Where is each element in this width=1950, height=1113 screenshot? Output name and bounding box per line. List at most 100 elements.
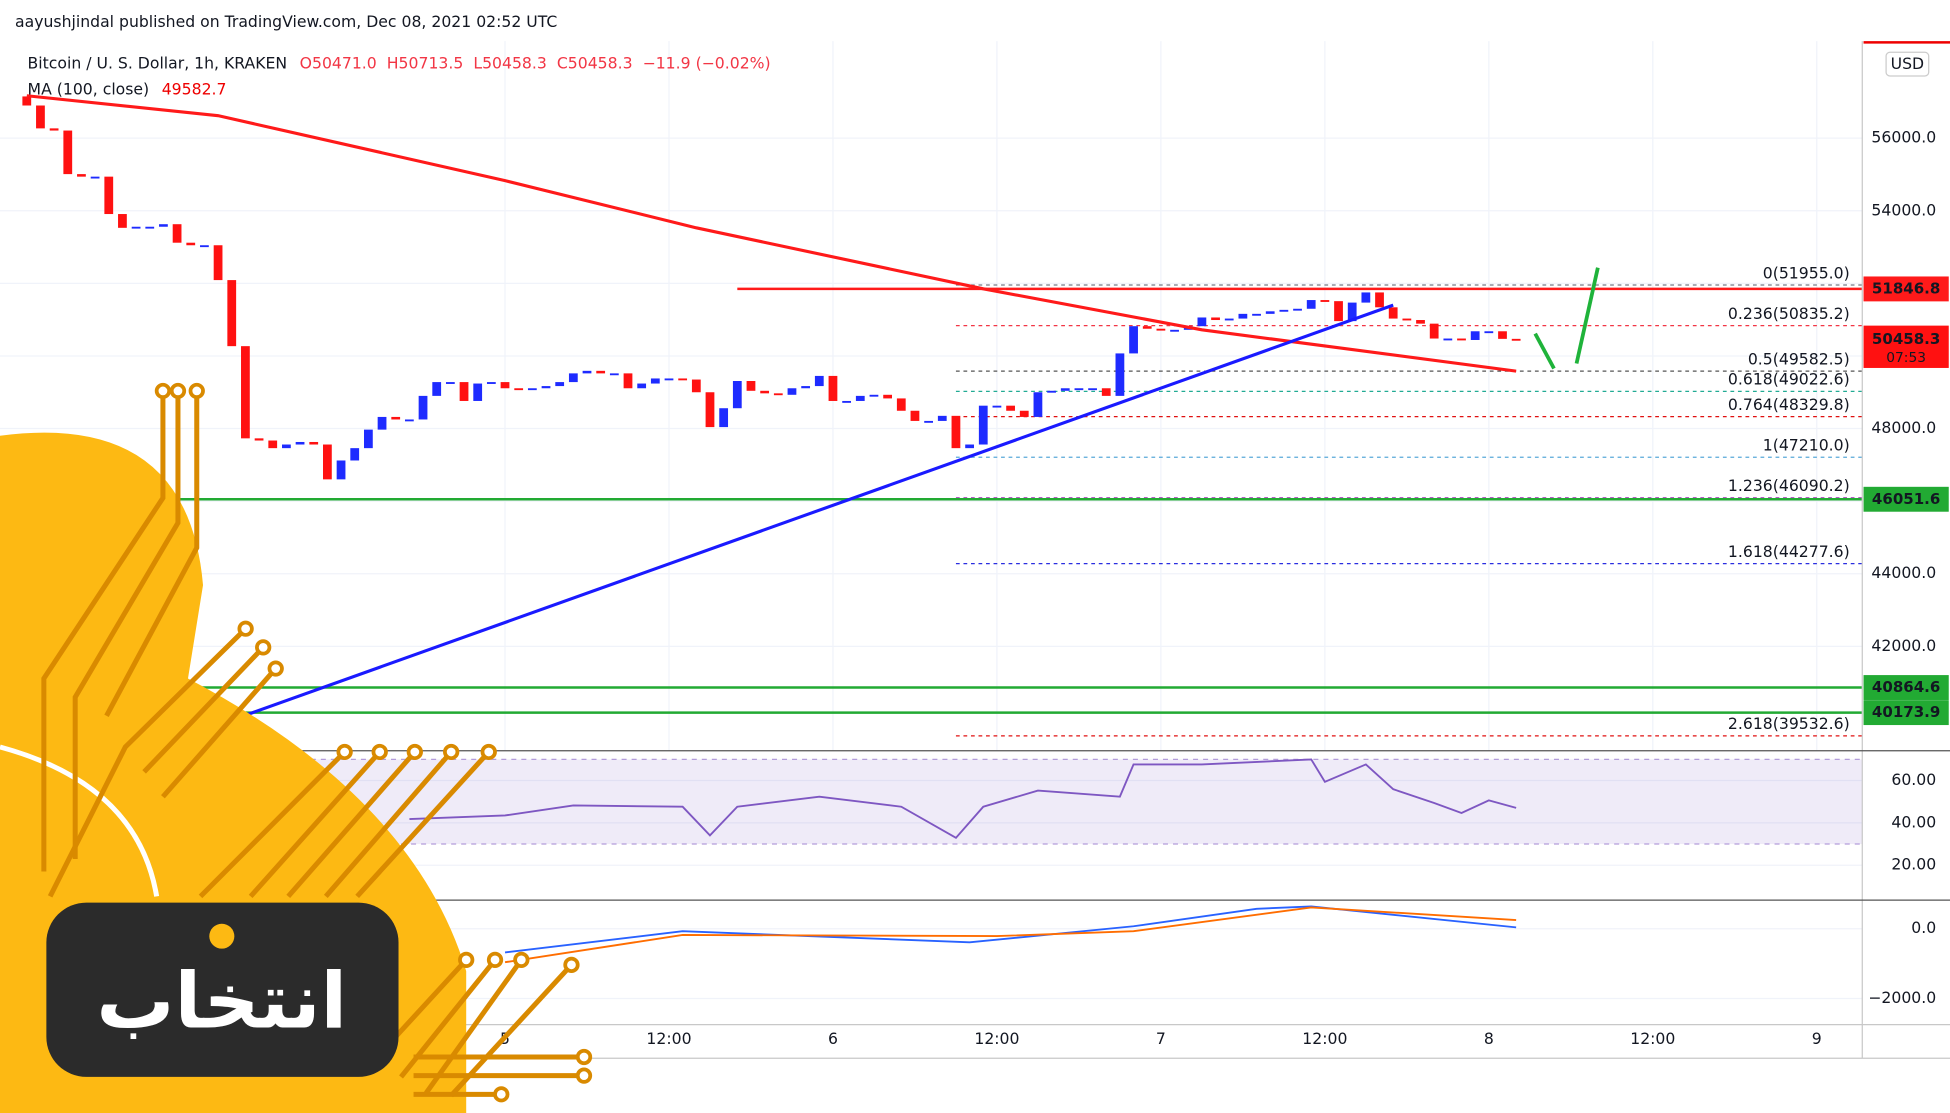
candle [404,419,414,422]
candle [36,105,45,129]
candle [1334,301,1343,322]
y-tick-label: 40.00 [1891,813,1936,831]
candle [1265,311,1275,314]
candle [691,379,701,393]
candle [650,378,660,384]
candle [49,128,59,131]
candle [486,382,496,384]
y-tick-label: 60.00 [1891,771,1936,789]
y-tick-label: 56000.0 [1871,129,1936,147]
change: −11.9 (−0.02%) [643,54,771,72]
y-tick-label: 44000.0 [1871,564,1936,582]
forecast-arrow [1574,267,1600,364]
candle [1197,317,1207,327]
candle [623,373,633,389]
candle [678,378,688,381]
fib-label: 0.618(49022.6) [1728,371,1850,389]
plot [0,94,1863,964]
candle [131,226,141,229]
candle [213,245,223,281]
candle [77,174,86,177]
candle [418,395,428,420]
logo-text: انتخاب [96,957,347,1047]
candle [1306,300,1316,309]
logo-arc [0,744,160,897]
candle [63,130,73,175]
currency-box[interactable] [1885,51,1930,77]
candle [596,370,606,374]
logo: انتخاب [0,382,593,1113]
ma-label: MA (100, close) [28,80,150,98]
candle [1129,326,1138,354]
ma-value: 49582.7 [162,80,227,98]
candle [842,400,852,403]
price-tag [1863,486,1949,512]
candle [200,245,209,248]
candle [883,394,893,399]
candle [978,405,988,445]
candle [241,346,250,439]
candle [282,444,291,449]
candle [924,420,933,423]
currency[interactable]: USD [1891,55,1924,73]
logo-coin [209,923,235,949]
y-tick-label: −2000.0 [1868,989,1936,1007]
candle [910,410,920,421]
candle [268,440,278,449]
x-tick-label: 12:00 [646,1030,691,1048]
candle [869,394,879,397]
price-tag-label: 40864.6 [1872,678,1940,696]
candle [323,444,332,480]
candle [1170,329,1179,332]
x-tick-label: 12:00 [1302,1030,1347,1048]
fib-label: 2.618(39532.6) [1728,715,1850,733]
candle [1511,338,1521,341]
candle [773,393,783,396]
candle [1416,320,1425,324]
candle [159,224,168,227]
candle [937,415,947,421]
symbol-line: Bitcoin / U. S. Dollar, 1h, KRAKEN O50471… [28,54,771,72]
circuit [41,390,584,1098]
candle [1293,308,1302,311]
x-tick-label: 6 [828,1030,838,1048]
candle [227,280,237,347]
fib-label: 1(47210.0) [1763,437,1850,455]
ohlc: O50471.0 [300,54,377,72]
candle [719,408,729,428]
candle [459,382,469,401]
candle [473,383,483,401]
indicator-line [244,303,1394,717]
candle [664,378,674,381]
candle [787,388,797,395]
indicator-line [26,94,1517,373]
candle [118,214,127,228]
candle [992,405,1002,408]
candle [363,429,373,449]
candle [609,373,619,376]
candle [172,224,182,243]
candle [527,388,537,391]
price-tag-label: 46051.6 [1872,490,1940,508]
forecast-arrow [1533,332,1556,370]
candle [951,415,961,449]
price-tag-label: 40173.9 [1872,703,1940,721]
symbol: Bitcoin / U. S. Dollar, 1h, KRAKEN [28,54,288,72]
candle [1443,338,1453,341]
price-tag [1863,276,1949,302]
price-tag [1863,325,1949,368]
candle [295,441,305,445]
circuit-nodes [154,382,593,1103]
candle [1238,313,1248,319]
indicator-line [409,758,1517,840]
x-tick-label: 12:00 [1630,1030,1675,1048]
candle [555,382,565,387]
candle [514,388,524,391]
fib-label: 0.5(49582.5) [1748,350,1850,368]
price-tag-label: 51846.8 [1872,279,1940,297]
fib-label: 0.764(48329.8) [1728,396,1850,414]
candle [1088,388,1097,391]
candle [705,392,715,428]
